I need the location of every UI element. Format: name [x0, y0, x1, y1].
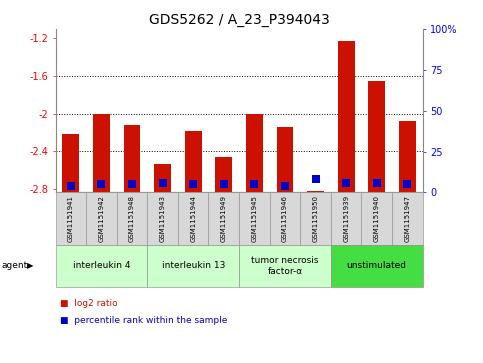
Text: interleukin 13: interleukin 13 — [161, 261, 225, 270]
Bar — [62, 134, 79, 192]
Point — [312, 176, 319, 182]
Bar — [369, 81, 385, 192]
Point — [189, 181, 197, 187]
Text: GSM1151940: GSM1151940 — [374, 195, 380, 242]
Text: ■  percentile rank within the sample: ■ percentile rank within the sample — [60, 316, 228, 325]
Point — [281, 183, 289, 189]
Bar — [307, 191, 324, 192]
Point — [98, 181, 105, 187]
Bar — [215, 157, 232, 192]
Title: GDS5262 / A_23_P394043: GDS5262 / A_23_P394043 — [149, 13, 329, 26]
Text: GSM1151945: GSM1151945 — [251, 195, 257, 242]
Point — [128, 181, 136, 187]
Text: GSM1151949: GSM1151949 — [221, 195, 227, 242]
Point — [159, 180, 167, 185]
Bar — [246, 114, 263, 192]
Text: GSM1151942: GSM1151942 — [99, 195, 104, 242]
Text: GSM1151943: GSM1151943 — [159, 195, 166, 242]
Point — [342, 180, 350, 185]
Text: GSM1151948: GSM1151948 — [129, 195, 135, 242]
Point — [67, 183, 75, 189]
Text: GSM1151939: GSM1151939 — [343, 195, 349, 242]
Point — [251, 181, 258, 187]
Point — [403, 181, 411, 187]
Bar — [124, 125, 141, 192]
Text: interleukin 4: interleukin 4 — [72, 261, 130, 270]
Bar — [185, 131, 201, 192]
Text: GSM1151946: GSM1151946 — [282, 195, 288, 242]
Bar — [154, 164, 171, 192]
Bar — [93, 114, 110, 192]
Text: GSM1151941: GSM1151941 — [68, 195, 74, 242]
Point — [373, 180, 381, 185]
Point — [220, 181, 227, 187]
Text: agent: agent — [1, 261, 28, 270]
Text: GSM1151944: GSM1151944 — [190, 195, 196, 242]
Bar — [338, 41, 355, 192]
Text: ▶: ▶ — [27, 261, 33, 270]
Text: tumor necrosis
factor-α: tumor necrosis factor-α — [251, 256, 319, 276]
Text: ■  log2 ratio: ■ log2 ratio — [60, 299, 118, 307]
Text: unstimulated: unstimulated — [347, 261, 407, 270]
Text: GSM1151947: GSM1151947 — [404, 195, 411, 242]
Bar — [399, 121, 416, 192]
Text: GSM1151950: GSM1151950 — [313, 195, 319, 242]
Bar — [277, 127, 293, 192]
